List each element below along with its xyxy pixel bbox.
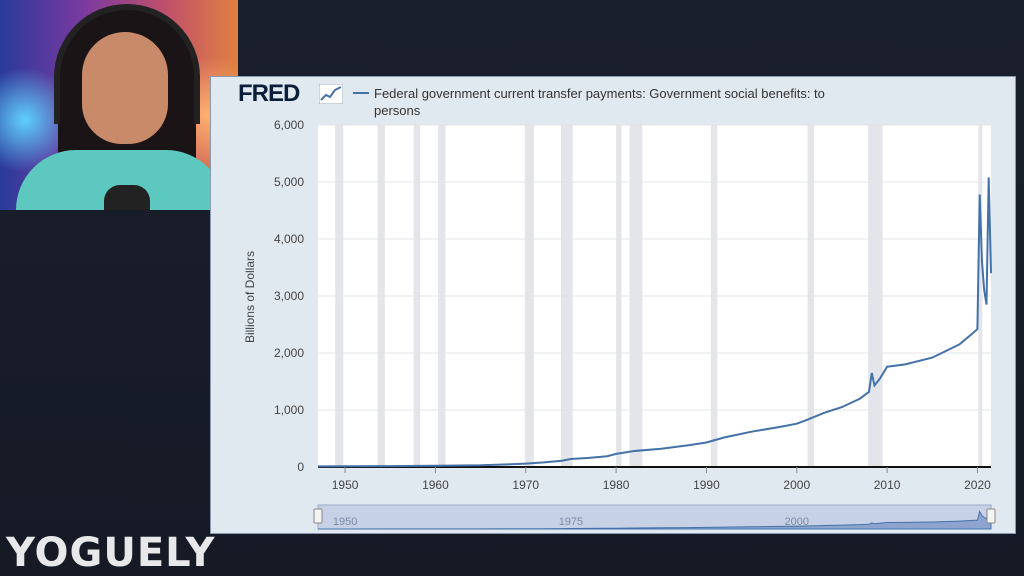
navigator-label: 2000 [785, 516, 809, 528]
microphone-icon [104, 185, 150, 210]
chart-frame: 0 1,000 2,000 3,000 4,000 5,000 6,000 1950 1960… [210, 76, 1016, 534]
series-line [317, 177, 992, 468]
webcam-overlay [0, 0, 238, 210]
navigator-handle[interactable] [313, 508, 323, 524]
x-tick-label: 2010 [874, 478, 901, 492]
brand-watermark: YOGUELY [6, 530, 216, 576]
x-tick-label: 1990 [693, 478, 720, 492]
y-tick-label: 3,000 [274, 289, 304, 303]
navigator-label: 1975 [559, 516, 583, 528]
legend-label: Federal government current transfer paym… [374, 86, 825, 118]
legend-swatch [353, 92, 369, 94]
y-tick-label: 1,000 [274, 403, 304, 417]
x-tick-label: 2000 [783, 478, 810, 492]
navigator-handle[interactable] [986, 508, 996, 524]
chart-line-icon [319, 84, 343, 104]
y-tick-label: 2,000 [274, 346, 304, 360]
x-tick-label: 1980 [603, 478, 630, 492]
y-tick-label: 6,000 [274, 118, 304, 132]
navigator-label: 1950 [333, 516, 357, 528]
y-tick-label: 4,000 [274, 232, 304, 246]
y-tick-label: 0 [297, 460, 304, 474]
fred-chart: 0 1,000 2,000 3,000 4,000 5,000 6,000 1950 1960… [274, 118, 996, 530]
navigator-series [318, 508, 992, 530]
x-tick-label: 1950 [332, 478, 359, 492]
y-axis-label: Billions of Dollars [243, 250, 257, 344]
headset-icon [54, 4, 200, 124]
x-tick-label: 1970 [512, 478, 539, 492]
y-tick-label: 5,000 [274, 175, 304, 189]
x-tick-label: 1960 [422, 478, 449, 492]
x-tick-label: 2020 [964, 478, 991, 492]
fred-logo[interactable]: FRED [238, 80, 300, 107]
